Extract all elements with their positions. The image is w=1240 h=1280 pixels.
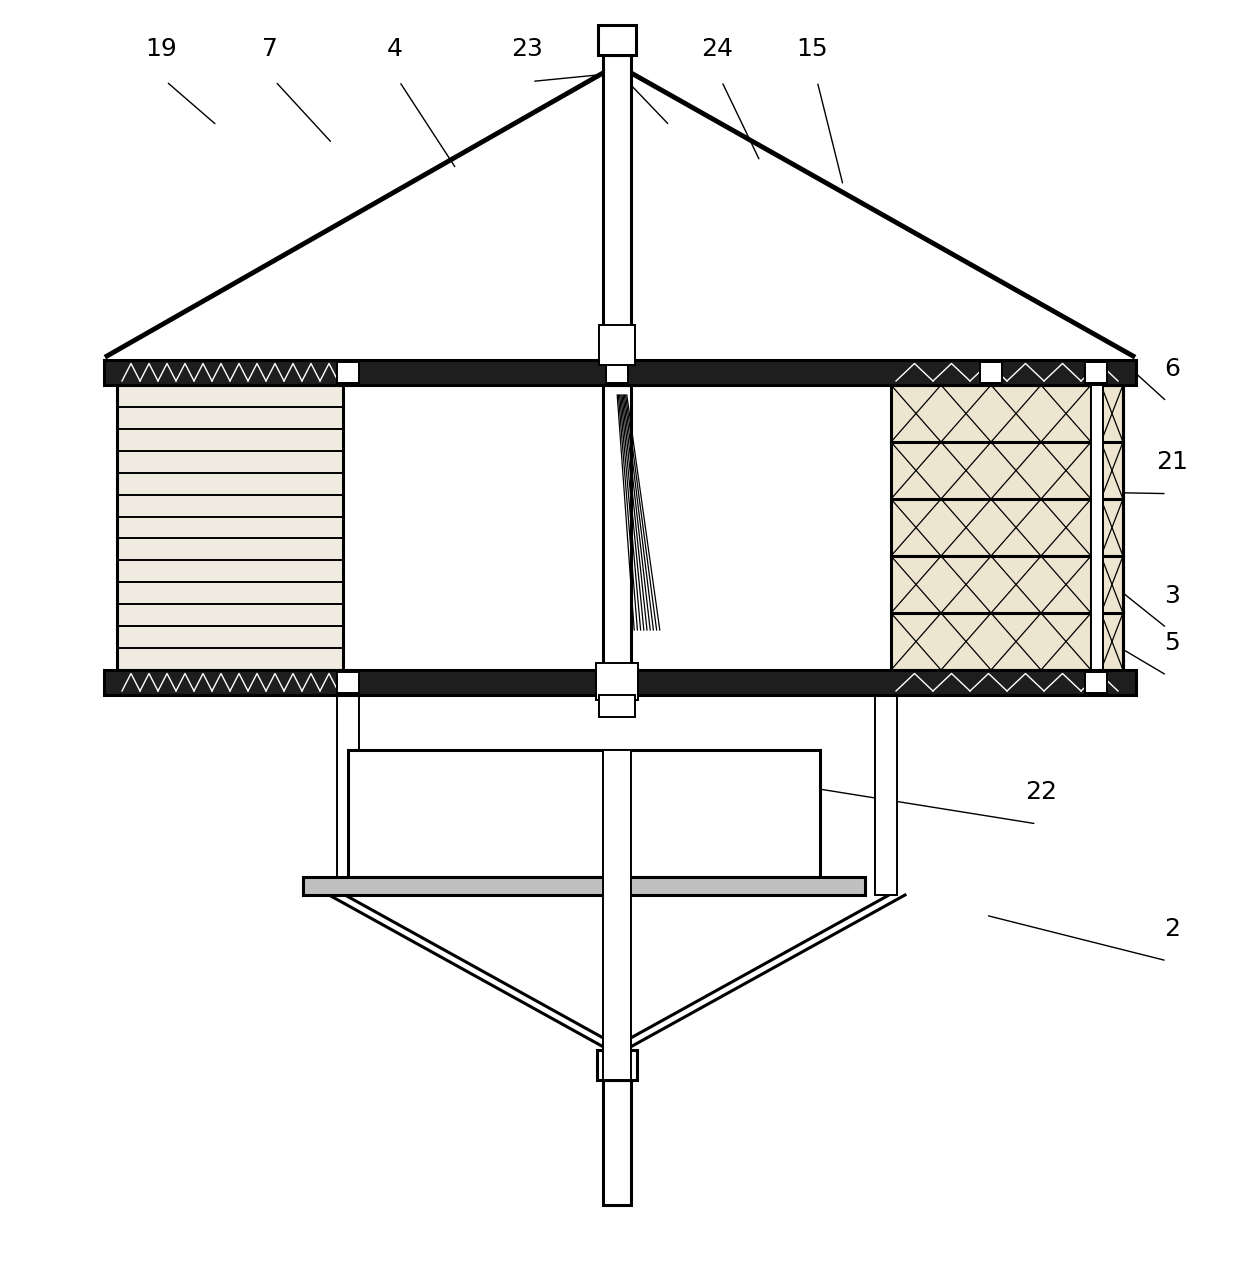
Bar <box>980 362 1002 383</box>
Text: 5: 5 <box>1164 631 1179 655</box>
Bar <box>117 385 343 669</box>
Bar <box>606 362 627 383</box>
Bar <box>603 750 631 1080</box>
Text: 19: 19 <box>145 37 177 61</box>
Bar <box>104 360 1136 385</box>
Bar <box>598 26 636 55</box>
Text: 23: 23 <box>511 37 543 61</box>
Text: 2: 2 <box>1164 916 1179 941</box>
Bar <box>603 1080 631 1204</box>
Bar <box>603 385 631 669</box>
Text: 21: 21 <box>1156 449 1188 474</box>
Text: 6: 6 <box>1164 357 1179 381</box>
Bar <box>599 325 635 365</box>
Text: 7: 7 <box>263 37 278 61</box>
Bar <box>603 55 631 360</box>
Bar <box>1101 385 1123 669</box>
Bar <box>303 877 866 895</box>
Bar <box>875 695 897 895</box>
Text: 15: 15 <box>796 37 828 61</box>
Bar <box>104 669 1136 695</box>
Bar <box>596 663 639 700</box>
Bar <box>348 750 820 877</box>
Bar <box>599 695 635 717</box>
Bar <box>892 385 1091 669</box>
Text: 1: 1 <box>615 37 630 61</box>
Text: 24: 24 <box>701 37 733 61</box>
Text: 3: 3 <box>1164 584 1179 608</box>
Bar <box>1085 362 1107 383</box>
Text: 4: 4 <box>387 37 402 61</box>
Bar <box>337 695 360 895</box>
Text: 22: 22 <box>1025 780 1058 804</box>
Bar <box>337 362 360 383</box>
Bar <box>596 1050 637 1080</box>
Bar <box>1085 672 1107 692</box>
Bar <box>337 672 360 692</box>
Bar <box>1091 385 1104 669</box>
